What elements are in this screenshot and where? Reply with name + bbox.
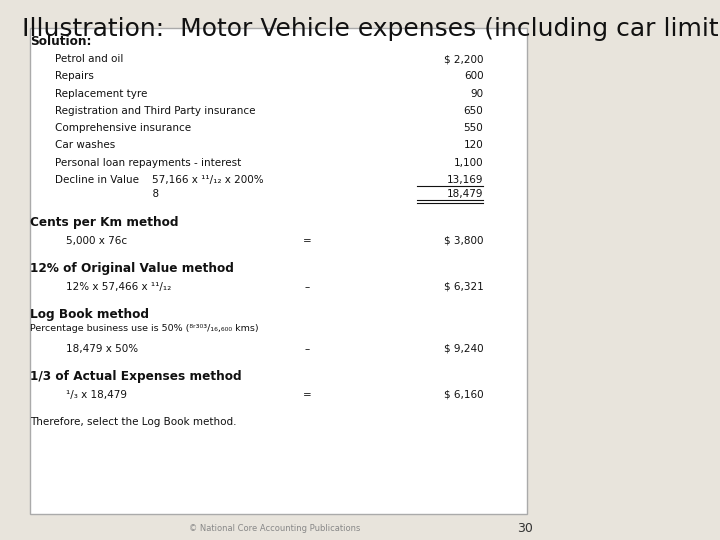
Text: Replacement tyre: Replacement tyre [55,89,148,99]
Text: Personal loan repayments - interest: Personal loan repayments - interest [55,158,241,168]
Text: 90: 90 [470,89,483,99]
Text: –: – [305,344,310,354]
Text: Log Book method: Log Book method [30,308,149,321]
Text: Car washes: Car washes [55,140,115,151]
Text: $ 6,321: $ 6,321 [444,282,483,292]
Text: 1,100: 1,100 [454,158,483,168]
Text: $ 9,240: $ 9,240 [444,344,483,354]
Text: Repairs: Repairs [55,71,94,82]
Text: 550: 550 [464,123,483,133]
FancyBboxPatch shape [30,28,527,514]
Text: 8: 8 [55,189,159,199]
Text: 12% x 57,466 x ¹¹/₁₂: 12% x 57,466 x ¹¹/₁₂ [66,282,171,292]
Text: Cents per Km method: Cents per Km method [30,216,179,229]
Text: Registration and Third Party insurance: Registration and Third Party insurance [55,106,256,116]
Text: 5,000 x 76c: 5,000 x 76c [66,236,127,246]
Text: Comprehensive insurance: Comprehensive insurance [55,123,191,133]
Text: Illustration:  Motor Vehicle expenses (including car limit): Illustration: Motor Vehicle expenses (in… [22,17,720,41]
Text: 650: 650 [464,106,483,116]
Text: 30: 30 [517,522,533,535]
Text: 120: 120 [464,140,483,151]
Text: –: – [305,282,310,292]
Text: Decline in Value    57,166 x ¹¹/₁₂ x 200%: Decline in Value 57,166 x ¹¹/₁₂ x 200% [55,175,264,185]
Text: Petrol and oil: Petrol and oil [55,54,123,64]
Text: =: = [303,390,312,400]
Text: 18,479: 18,479 [447,189,483,199]
Text: $ 3,800: $ 3,800 [444,236,483,246]
Text: 600: 600 [464,71,483,82]
Text: Percentage business use is 50% (⁸ʳ³⁰³/₁₆,₆₀₀ kms): Percentage business use is 50% (⁸ʳ³⁰³/₁₆… [30,324,258,333]
Text: =: = [303,236,312,246]
Text: 13,169: 13,169 [447,175,483,185]
Text: © National Core Accounting Publications: © National Core Accounting Publications [189,524,360,532]
Text: $ 6,160: $ 6,160 [444,390,483,400]
Text: Therefore, select the Log Book method.: Therefore, select the Log Book method. [30,417,237,427]
Text: $ 2,200: $ 2,200 [444,54,483,64]
Text: Solution:: Solution: [30,35,91,48]
Text: 12% of Original Value method: 12% of Original Value method [30,262,234,275]
Text: ¹/₃ x 18,479: ¹/₃ x 18,479 [66,390,127,400]
Text: 1/3 of Actual Expenses method: 1/3 of Actual Expenses method [30,370,242,383]
Text: 18,479 x 50%: 18,479 x 50% [66,344,138,354]
